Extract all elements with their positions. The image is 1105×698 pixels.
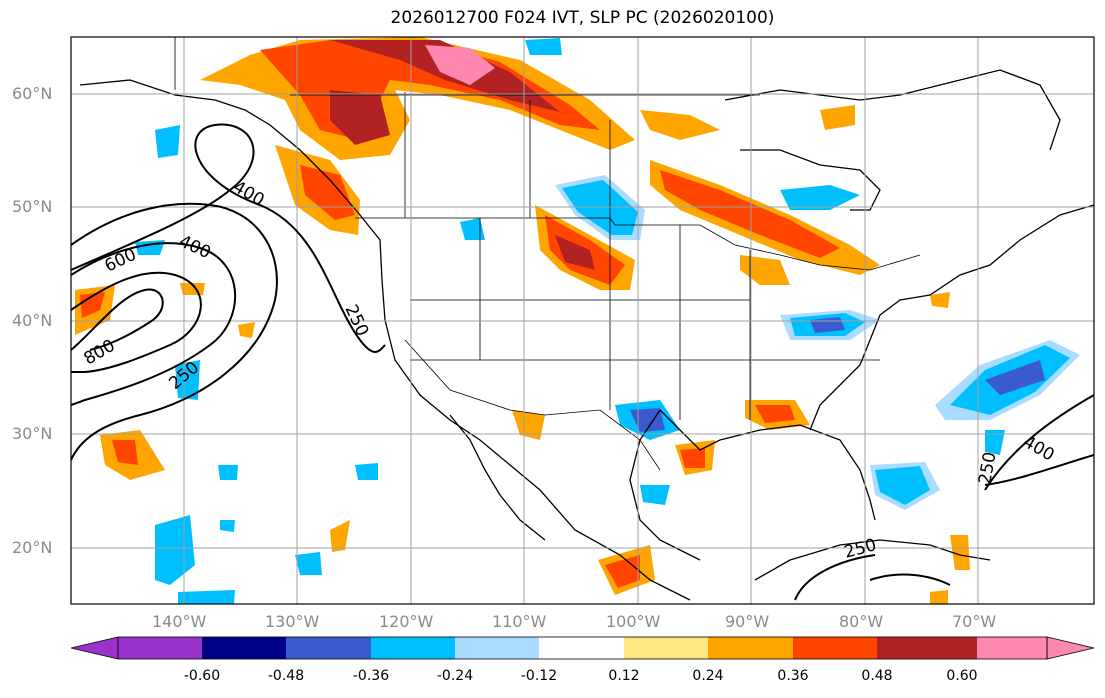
colorbar-bin — [793, 637, 877, 659]
map-frame — [70, 36, 1095, 605]
colorbar-bin — [877, 637, 977, 659]
colorbar-bin — [539, 637, 624, 659]
lon-label: 120°W — [379, 612, 434, 631]
colorbar-tick-label: 0.36 — [777, 668, 809, 684]
colorbar-tick-label: -0.48 — [267, 668, 305, 684]
colorbar-tick-label: 0.24 — [692, 668, 724, 684]
lon-label: 110°W — [492, 612, 547, 631]
figure-title: 2026012700 F024 IVT, SLP PC (2026020100) — [390, 8, 775, 28]
colorbar-bin — [286, 637, 371, 659]
colorbar-bin — [202, 637, 286, 659]
lat-label: 30°N — [12, 424, 53, 443]
coastlines — [79, 69, 1094, 601]
colorbar-extend-max — [1046, 636, 1095, 660]
colorbar-tick-label: -0.12 — [520, 668, 558, 684]
colorbar-outline — [117, 636, 1048, 660]
colorbar-bin — [455, 637, 539, 659]
colorbar — [70, 636, 1095, 660]
colorbar-bin — [371, 637, 455, 659]
colorbar-tick-label: 0.48 — [861, 668, 893, 684]
colorbar-extend-min — [70, 636, 119, 660]
colorbar-tick-label: 0.60 — [946, 668, 978, 684]
colorbar-tick-label: -0.60 — [183, 668, 221, 684]
colorbar-bin — [708, 637, 793, 659]
lat-label: 60°N — [12, 84, 53, 103]
ivt-negative-shading — [135, 38, 1080, 604]
lon-label: 140°W — [152, 612, 207, 631]
lat-label: 40°N — [12, 311, 53, 330]
colorbar-bin — [624, 637, 708, 659]
colorbar-bin — [118, 637, 202, 659]
lon-label: 100°W — [606, 612, 661, 631]
lon-label: 70°W — [952, 612, 997, 631]
lon-label: 130°W — [265, 612, 320, 631]
colorbar-tick-label: -0.24 — [436, 668, 474, 684]
lat-label: 50°N — [12, 197, 53, 216]
lon-label: 90°W — [725, 612, 770, 631]
colorbar-tick-label: 0.12 — [608, 668, 640, 684]
political-borders — [174, 37, 921, 471]
graticule — [71, 37, 1094, 604]
colorbar-bin — [977, 637, 1047, 659]
lat-label: 20°N — [12, 538, 53, 557]
colorbar-tick-label: -0.36 — [352, 668, 390, 684]
slp-contours — [71, 123, 1094, 601]
lon-label: 80°W — [839, 612, 884, 631]
